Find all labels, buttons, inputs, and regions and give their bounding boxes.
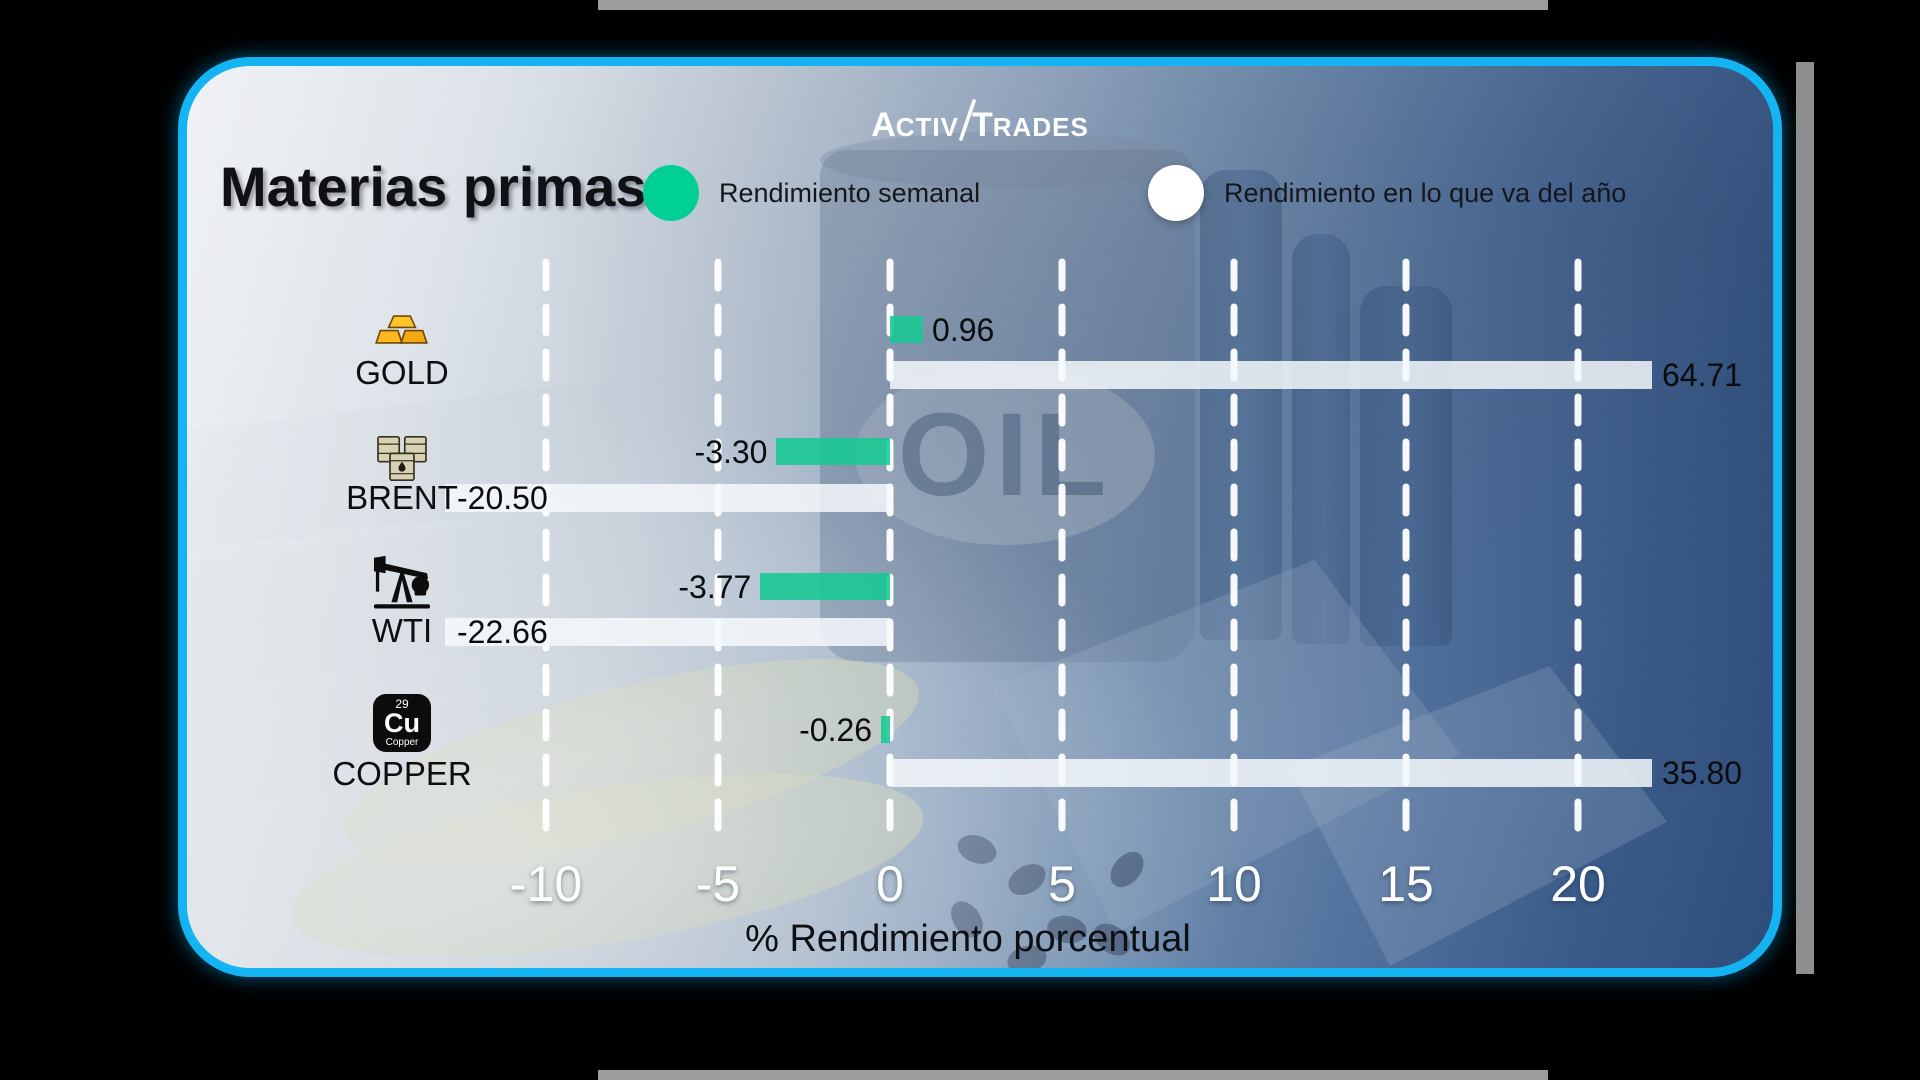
row-label-copper: COPPER <box>332 755 472 792</box>
copper-weekly-value: -0.26 <box>799 712 873 748</box>
weekly-legend-label: Rendimiento semanal <box>719 177 981 208</box>
logo-slash-icon <box>959 99 976 141</box>
row-copper-icon-col: 29 Cu Copper <box>282 694 522 752</box>
brent-weekly-bar <box>776 438 890 465</box>
wti-weekly-value: -3.77 <box>678 569 752 605</box>
copper-ytd-value: 35.80 <box>1662 755 1743 791</box>
x-axis-title: % Rendimiento porcentual <box>745 918 1191 960</box>
legend-ytd: Rendimiento en lo que va del año <box>1148 165 1626 221</box>
weekly-legend-dot-icon <box>643 165 699 221</box>
oil-barrels-icon <box>377 435 427 481</box>
wti-weekly-bar <box>760 573 890 600</box>
gold-ytd-bar <box>890 361 1652 389</box>
legend-weekly: Rendimiento semanal <box>643 165 980 221</box>
row-label-gold: GOLD <box>355 354 449 391</box>
page-title: Materias primas <box>220 155 647 218</box>
gold-bars-icon <box>375 315 428 344</box>
x-tick-label: 10 <box>1206 856 1262 912</box>
activtrades-logo: A CTIV T RADES <box>187 92 1773 145</box>
gold-ytd-value: 64.71 <box>1662 357 1743 393</box>
row-wti-icon-col <box>282 552 522 615</box>
gold-weekly-bar <box>890 316 924 343</box>
window-edge-top <box>598 0 1548 10</box>
window-edge-bottom <box>598 1070 1548 1080</box>
x-tick-label: 20 <box>1550 856 1606 912</box>
pump-jack-icon <box>373 555 431 609</box>
x-tick-label: -10 <box>509 856 583 912</box>
row-label-wti: WTI <box>371 612 433 649</box>
copper-weekly-bar <box>881 716 890 743</box>
x-tick-label: 0 <box>876 856 904 912</box>
logo-text: A <box>871 106 896 144</box>
gold-weekly-value: 0.96 <box>932 312 995 348</box>
brent-weekly-value: -3.30 <box>694 434 768 470</box>
x-tick-label: 15 <box>1378 856 1434 912</box>
row-gold-icon-col <box>282 314 522 350</box>
commodities-chart-card: OIL A CTIV T RADES Materias primas Rendimie… <box>178 57 1782 977</box>
ytd-legend-label: Rendimiento en lo que va del año <box>1224 177 1627 208</box>
window-edge-right <box>1796 62 1814 974</box>
row-label-brent: BRENT <box>346 479 458 516</box>
copper-element-icon: 29 Cu Copper <box>373 694 431 752</box>
ytd-legend-dot-icon <box>1148 165 1204 221</box>
copper-ytd-bar <box>890 759 1652 787</box>
x-tick-label: -5 <box>695 856 741 912</box>
x-tick-label: 5 <box>1048 856 1076 912</box>
